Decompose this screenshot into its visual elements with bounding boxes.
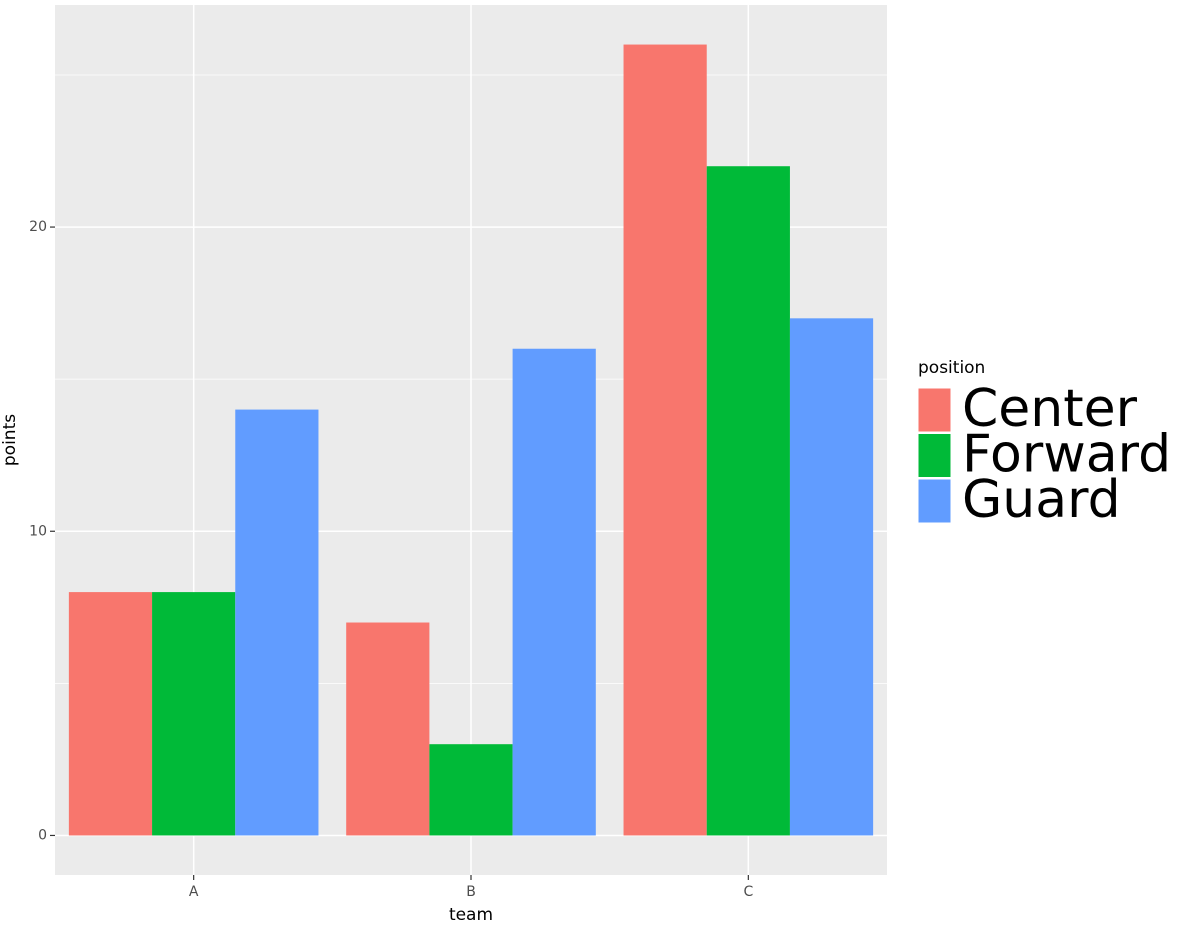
y-axis-title: points	[0, 414, 20, 466]
x-tick-label: A	[189, 884, 199, 900]
legend-key	[917, 433, 952, 478]
x-tick-label: C	[743, 884, 753, 900]
y-tick-label: 10	[29, 523, 47, 539]
bar	[152, 592, 236, 836]
legend-title: position	[918, 358, 985, 378]
bar	[706, 166, 790, 836]
legend-key	[917, 478, 952, 524]
bar	[68, 592, 153, 836]
bar	[235, 409, 319, 836]
bar	[623, 44, 707, 836]
legend-label: Center	[962, 379, 1138, 439]
x-axis-title: team	[449, 905, 493, 925]
x-tick-label: B	[466, 884, 476, 900]
legend-label: Guard	[962, 470, 1121, 530]
y-tick-label: 0	[38, 827, 47, 843]
bar	[789, 318, 874, 836]
bar	[512, 348, 596, 836]
legend-label: Forward	[962, 425, 1171, 485]
bar	[429, 744, 513, 836]
legend-key	[917, 387, 952, 433]
y-tick-label: 20	[29, 219, 47, 235]
bar	[346, 622, 430, 836]
bars	[68, 44, 874, 836]
